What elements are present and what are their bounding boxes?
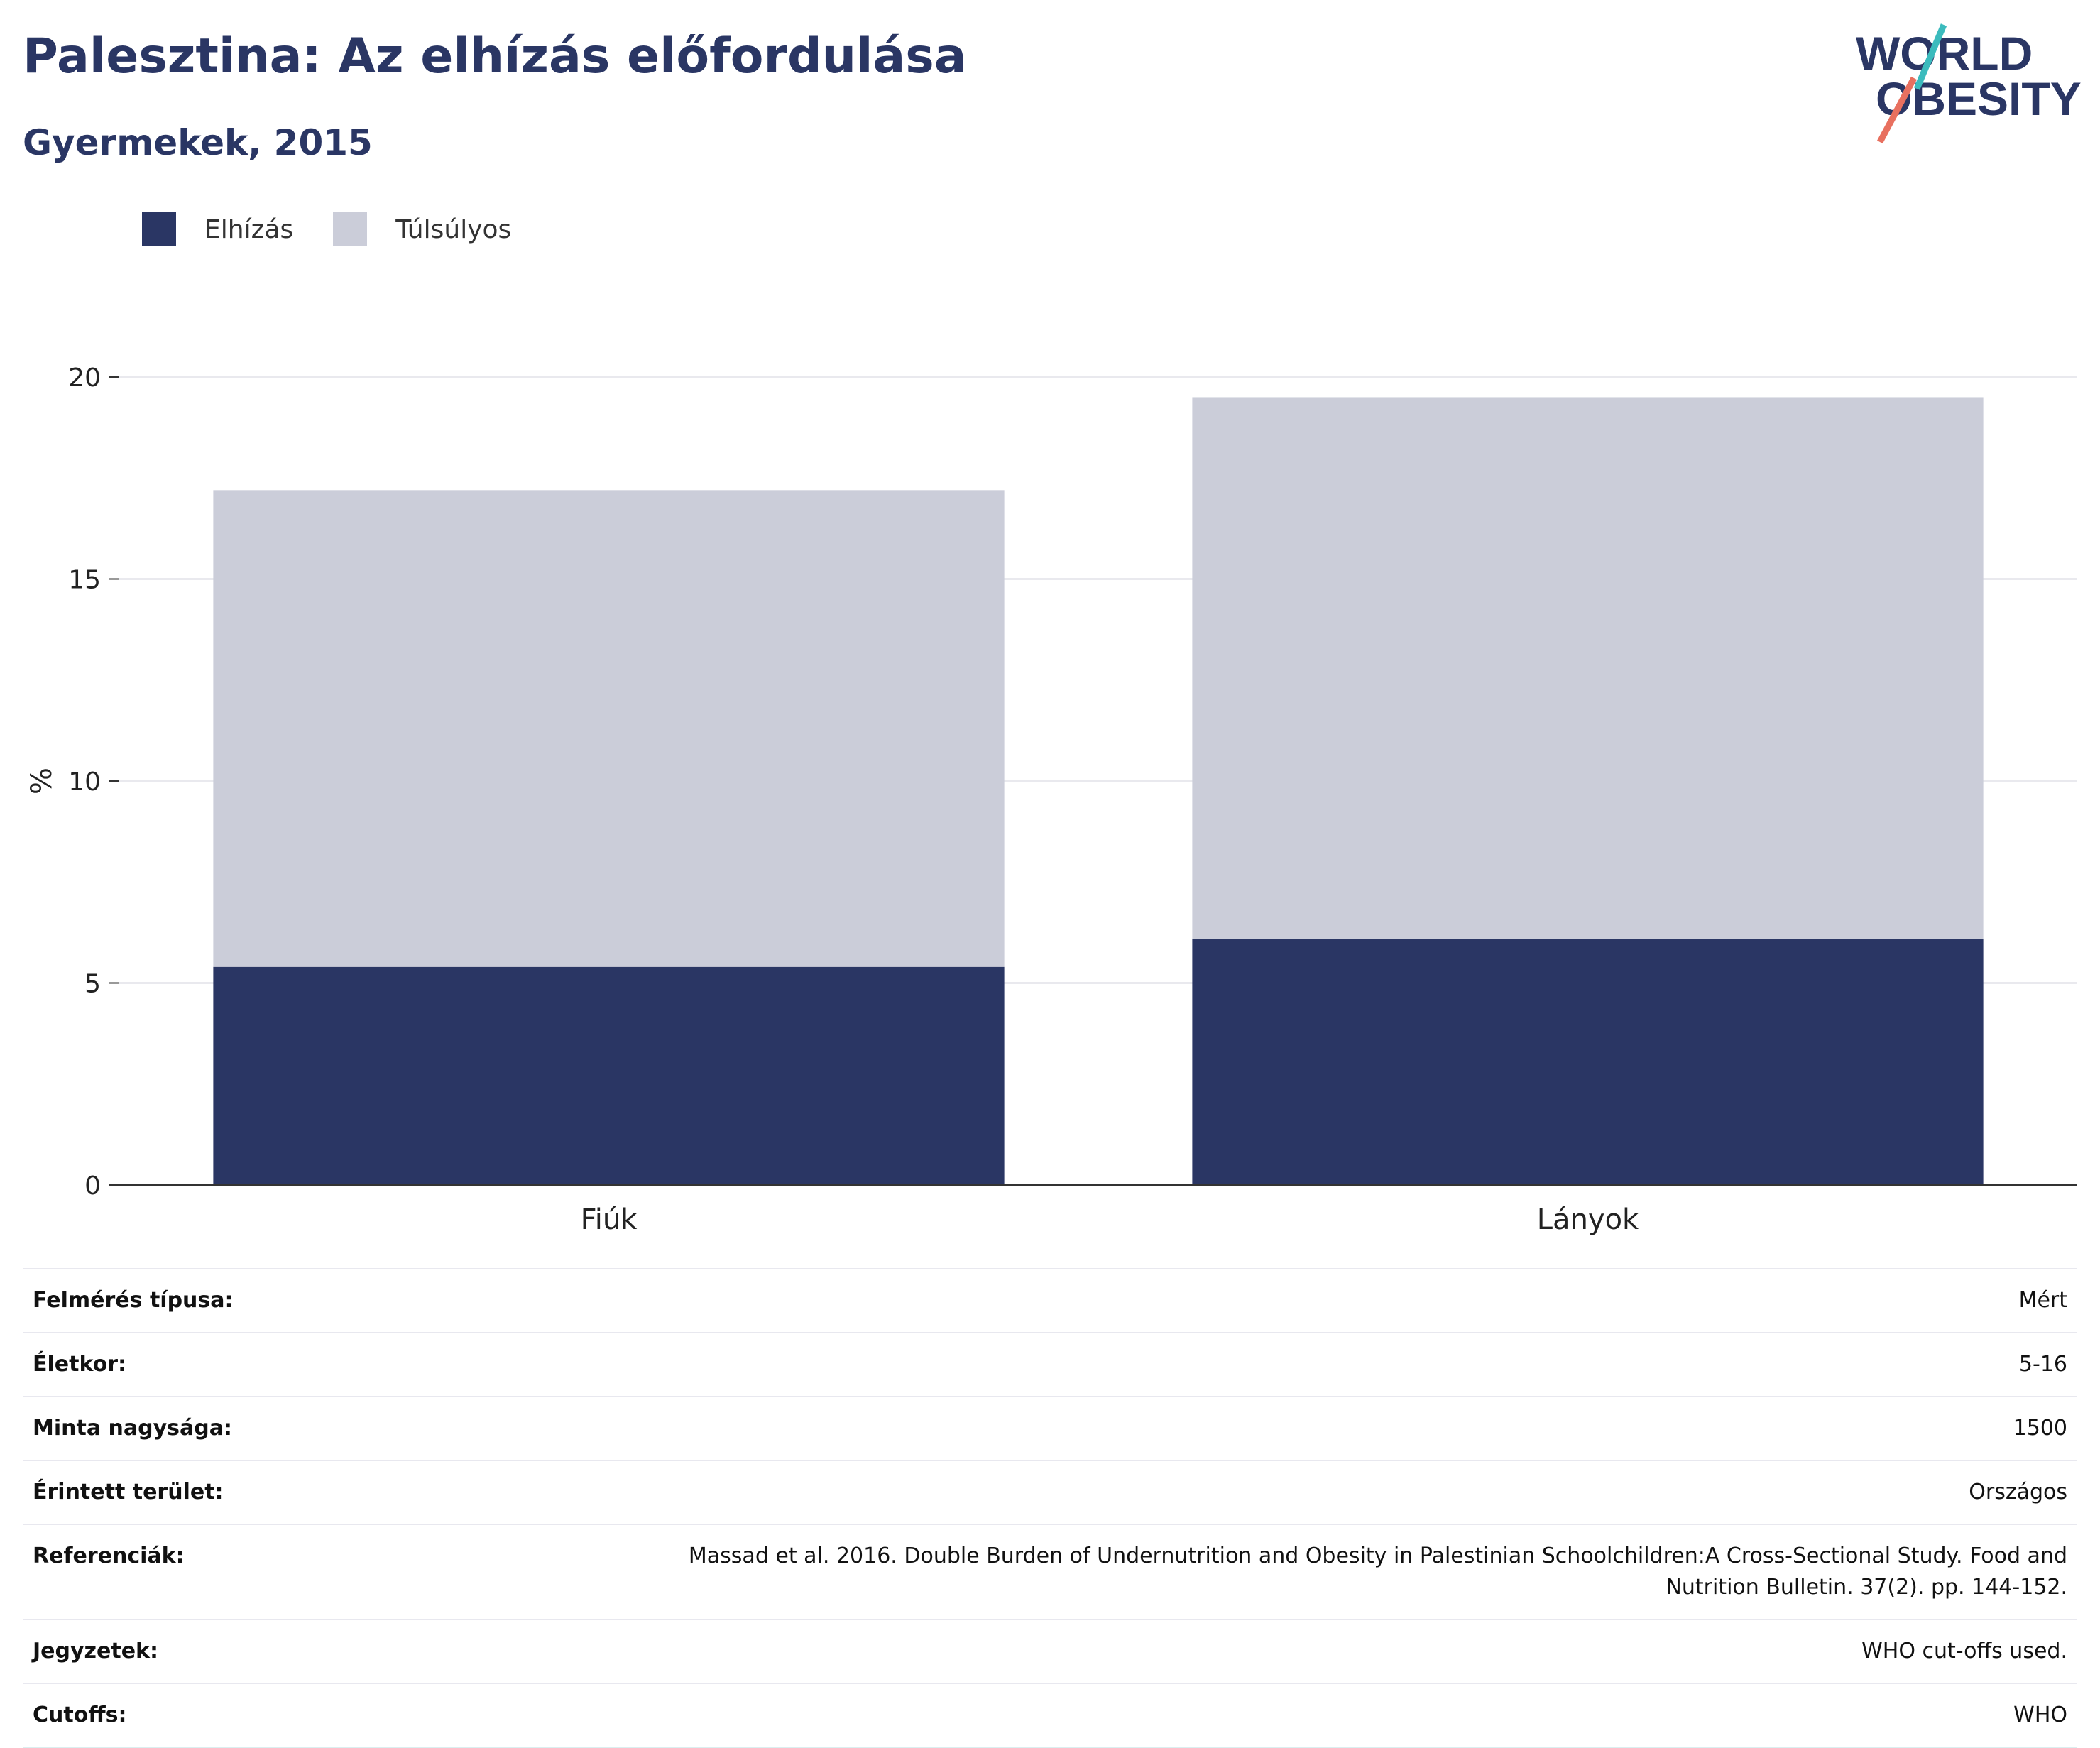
logo-line-1: WORLD: [1856, 27, 2033, 80]
metadata-value: WHO cut-offs used.: [1861, 1639, 2067, 1664]
y-tick-label: 15: [68, 566, 101, 595]
metadata-key: Felmérés típusa:: [33, 1288, 234, 1313]
x-tick-label: Lányok: [1537, 1203, 1639, 1235]
y-tick-label: 10: [68, 768, 101, 797]
metadata-key: Érintett terület:: [33, 1480, 224, 1504]
metadata-key: Minta nagysága:: [33, 1416, 232, 1441]
metadata-value-cell: Massad et al. 2016. Double Burden of Und…: [469, 1524, 2077, 1619]
y-tick-label: 5: [84, 970, 101, 999]
metadata-key: Referenciák:: [33, 1544, 185, 1568]
table-row: Cutoffs: WHO: [23, 1683, 2077, 1747]
y-tick-label: 20: [68, 364, 101, 393]
y-tick-label: 0: [84, 1171, 101, 1201]
chart-legend: Elhízás Túlsúlyos: [142, 210, 551, 248]
legend-label-overweight: Túlsúlyos: [395, 214, 512, 244]
metadata-key: Jegyzetek:: [33, 1639, 158, 1664]
chart-subtitle: Gyermekek, 2015: [23, 122, 373, 163]
legend-swatch-obesity: [142, 212, 176, 246]
table-row: Érintett terület: Országos: [23, 1460, 2077, 1524]
world-obesity-logo: WORLD OBESITY: [1856, 23, 2082, 144]
legend-label-obesity: Elhízás: [204, 214, 294, 244]
logo-slash-teal: [1913, 23, 1947, 90]
table-row: Jegyzetek: WHO cut-offs used.: [23, 1619, 2077, 1683]
metadata-value: Országos: [1969, 1480, 2067, 1504]
metadata-value: Mért: [2018, 1288, 2067, 1313]
legend-swatch-overweight: [333, 212, 368, 246]
metadata-value: 1500: [2013, 1416, 2067, 1441]
table-row: Életkor: 5-16: [23, 1333, 2077, 1397]
logo-slash-coral: [1877, 76, 1917, 144]
bar-overweight-boys: [213, 490, 1005, 967]
x-tick-label: Fiúk: [581, 1203, 638, 1235]
metadata-key: Cutoffs:: [33, 1703, 127, 1727]
metadata-table: Felmérés típusa: Mért Életkor: 5-16 Mint…: [23, 1268, 2077, 1748]
bar-overweight-girls: [1192, 397, 1984, 939]
metadata-key: Életkor:: [33, 1352, 127, 1377]
legend-item-overweight[interactable]: Túlsúlyos: [333, 212, 511, 246]
chart-title: Palesztina: Az elhízás előfordulása: [23, 28, 967, 84]
table-row: Felmérés típusa: Mért: [23, 1269, 2077, 1333]
legend-item-obesity[interactable]: Elhízás: [142, 212, 293, 246]
metadata-value: 5-16: [2018, 1352, 2067, 1377]
table-row: Minta nagysága: 1500: [23, 1397, 2077, 1460]
reference-text: Massad et al. 2016. Double Burden of Und…: [688, 1544, 2067, 1600]
bar-obesity-boys: [213, 966, 1005, 1185]
bar-obesity-girls: [1192, 938, 1984, 1185]
y-axis-label: %: [26, 768, 58, 794]
metadata-value: WHO: [2013, 1703, 2067, 1727]
stacked-bar-chart: 0 5 10 15 20% Fiúk Lányok: [26, 364, 2077, 1235]
table-row: Referenciák: Massad et al. 2016. Double …: [23, 1524, 2077, 1619]
